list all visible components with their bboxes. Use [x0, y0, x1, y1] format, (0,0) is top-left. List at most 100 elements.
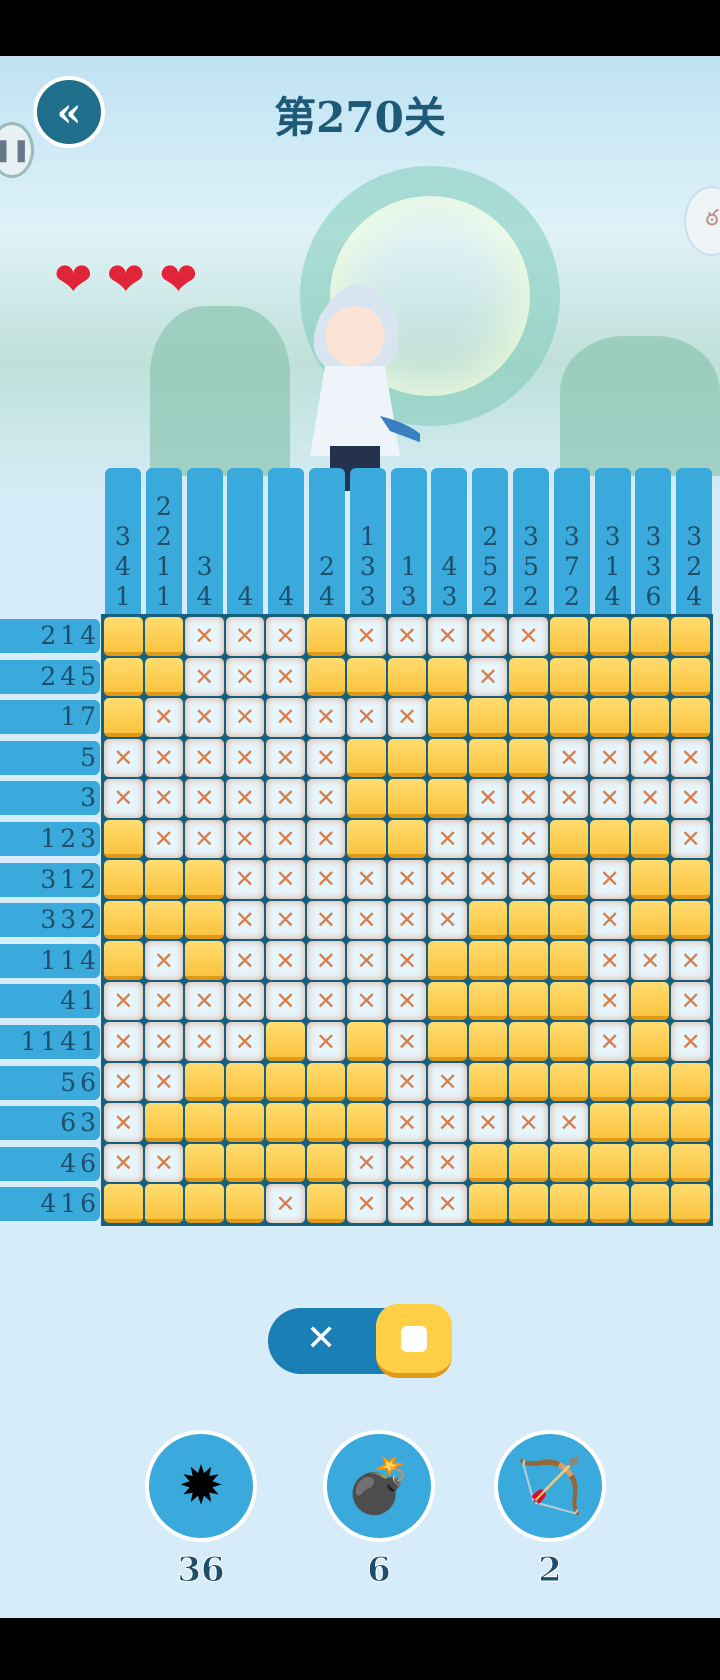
filled-cell[interactable]	[347, 1103, 386, 1142]
filled-cell[interactable]	[509, 1143, 548, 1183]
crossed-cell[interactable]: ✕	[306, 860, 346, 899]
crossed-cell[interactable]: ✕	[509, 779, 548, 818]
crossed-cell[interactable]: ✕	[104, 738, 143, 778]
crossed-cell[interactable]: ✕	[468, 617, 508, 656]
back-button[interactable]: «	[33, 76, 105, 148]
crossed-cell[interactable]: ✕	[306, 981, 346, 1021]
filled-cell[interactable]	[266, 1022, 305, 1061]
crossed-cell[interactable]: ✕	[225, 738, 265, 778]
filled-cell[interactable]	[590, 819, 629, 859]
crossed-cell[interactable]: ✕	[387, 860, 427, 899]
filled-cell[interactable]	[549, 860, 589, 899]
filled-cell[interactable]	[387, 657, 427, 697]
crossed-cell[interactable]: ✕	[266, 1184, 305, 1223]
crossed-cell[interactable]: ✕	[266, 941, 305, 980]
filled-cell[interactable]	[387, 819, 427, 859]
filled-cell[interactable]	[347, 657, 386, 697]
crossed-cell[interactable]: ✕	[266, 819, 305, 859]
filled-cell[interactable]	[185, 1184, 224, 1223]
crossed-cell[interactable]: ✕	[387, 1184, 427, 1223]
filled-cell[interactable]	[225, 1103, 265, 1142]
crossed-cell[interactable]: ✕	[671, 779, 710, 818]
crossed-cell[interactable]: ✕	[468, 779, 508, 818]
crossed-cell[interactable]: ✕	[347, 860, 386, 899]
pause-button[interactable]: ❚❚	[0, 122, 34, 178]
filled-cell[interactable]	[468, 1062, 508, 1102]
crossed-cell[interactable]: ✕	[306, 738, 346, 778]
crossed-cell[interactable]: ✕	[266, 900, 305, 940]
crossed-cell[interactable]: ✕	[185, 698, 224, 737]
filled-cell[interactable]	[630, 860, 670, 899]
powerup-spiked-flail[interactable]: ✹	[145, 1430, 257, 1542]
filled-cell[interactable]	[185, 860, 224, 899]
crossed-cell[interactable]: ✕	[144, 1062, 184, 1102]
filled-cell[interactable]	[630, 657, 670, 697]
filled-cell[interactable]	[590, 657, 629, 697]
filled-cell[interactable]	[671, 1143, 710, 1183]
crossed-cell[interactable]: ✕	[225, 698, 265, 737]
filled-cell[interactable]	[549, 900, 589, 940]
filled-cell[interactable]	[185, 1143, 224, 1183]
crossed-cell[interactable]: ✕	[185, 657, 224, 697]
filled-cell[interactable]	[509, 1022, 548, 1061]
filled-cell[interactable]	[185, 1062, 224, 1102]
filled-cell[interactable]	[468, 698, 508, 737]
filled-cell[interactable]	[549, 1143, 589, 1183]
filled-cell[interactable]	[549, 657, 589, 697]
filled-cell[interactable]	[306, 1184, 346, 1223]
crossed-cell[interactable]: ✕	[671, 981, 710, 1021]
crossed-cell[interactable]: ✕	[306, 900, 346, 940]
crossed-cell[interactable]: ✕	[347, 1184, 386, 1223]
filled-cell[interactable]	[428, 779, 467, 818]
crossed-cell[interactable]: ✕	[509, 1103, 548, 1142]
filled-cell[interactable]	[266, 1062, 305, 1102]
filled-cell[interactable]	[671, 657, 710, 697]
filled-cell[interactable]	[428, 657, 467, 697]
filled-cell[interactable]	[144, 1103, 184, 1142]
filled-cell[interactable]	[104, 617, 143, 656]
filled-cell[interactable]	[306, 1062, 346, 1102]
crossed-cell[interactable]: ✕	[144, 1143, 184, 1183]
filled-cell[interactable]	[468, 981, 508, 1021]
filled-cell[interactable]	[104, 941, 143, 980]
filled-cell[interactable]	[590, 1062, 629, 1102]
filled-cell[interactable]	[347, 1062, 386, 1102]
filled-cell[interactable]	[630, 981, 670, 1021]
crossed-cell[interactable]: ✕	[590, 1022, 629, 1061]
crossed-cell[interactable]: ✕	[266, 657, 305, 697]
crossed-cell[interactable]: ✕	[671, 1022, 710, 1061]
crossed-cell[interactable]: ✕	[185, 617, 224, 656]
crossed-cell[interactable]: ✕	[630, 779, 670, 818]
filled-cell[interactable]	[185, 1103, 224, 1142]
crossed-cell[interactable]: ✕	[428, 860, 467, 899]
filled-cell[interactable]	[671, 1184, 710, 1223]
crossed-cell[interactable]: ✕	[347, 617, 386, 656]
filled-cell[interactable]	[225, 1062, 265, 1102]
filled-cell[interactable]	[387, 738, 427, 778]
crossed-cell[interactable]: ✕	[468, 1103, 508, 1142]
crossed-cell[interactable]: ✕	[225, 779, 265, 818]
filled-cell[interactable]	[266, 1143, 305, 1183]
filled-cell[interactable]	[104, 657, 143, 697]
crossed-cell[interactable]: ✕	[428, 819, 467, 859]
crossed-cell[interactable]: ✕	[509, 617, 548, 656]
filled-cell[interactable]	[468, 738, 508, 778]
filled-cell[interactable]	[144, 657, 184, 697]
filled-cell[interactable]	[509, 1184, 548, 1223]
filled-cell[interactable]	[144, 900, 184, 940]
filled-cell[interactable]	[185, 900, 224, 940]
crossed-cell[interactable]: ✕	[428, 617, 467, 656]
crossed-cell[interactable]: ✕	[428, 900, 467, 940]
crossed-cell[interactable]: ✕	[144, 698, 184, 737]
crossed-cell[interactable]: ✕	[549, 1103, 589, 1142]
crossed-cell[interactable]: ✕	[144, 779, 184, 818]
cross-mode-icon[interactable]: ✕	[306, 1318, 337, 1359]
crossed-cell[interactable]: ✕	[306, 941, 346, 980]
filled-cell[interactable]	[104, 1184, 143, 1223]
crossed-cell[interactable]: ✕	[266, 981, 305, 1021]
fill-mode-knob[interactable]	[376, 1304, 452, 1378]
filled-cell[interactable]	[671, 1062, 710, 1102]
crossed-cell[interactable]: ✕	[347, 698, 386, 737]
crossed-cell[interactable]: ✕	[266, 860, 305, 899]
crossed-cell[interactable]: ✕	[306, 819, 346, 859]
